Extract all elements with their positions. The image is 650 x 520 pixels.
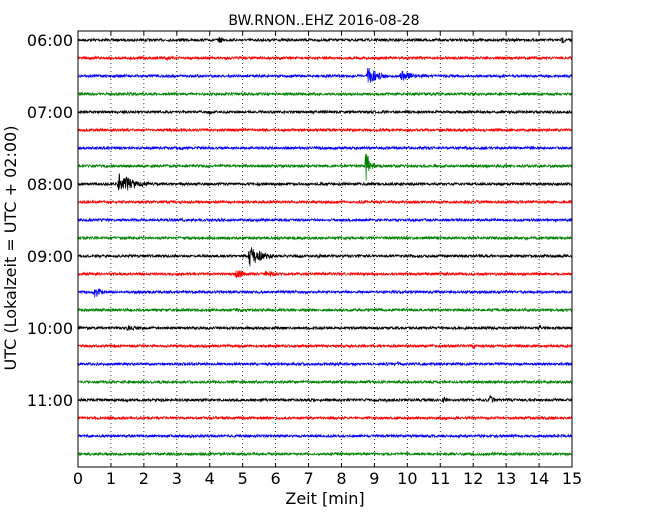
x-tick-label: 4 — [205, 469, 215, 488]
y-axis-label: UTC (Lokalzeit = UTC + 02:00) — [1, 126, 20, 371]
trace-line — [77, 324, 573, 332]
trace-line — [77, 67, 573, 83]
y-tick-label: 08:00 — [27, 175, 73, 194]
y-axis-ticks: 06:00 07:00 08:00 09:00 10:00 11:00 — [27, 31, 82, 410]
chart-title: BW.RNON..EHZ 2016-08-28 — [228, 13, 419, 29]
x-tick-label: 10 — [397, 469, 417, 488]
trace-line — [77, 91, 573, 97]
trace-line — [77, 415, 573, 421]
x-tick-label: 11 — [430, 469, 450, 488]
y-tick-label: 09:00 — [27, 247, 73, 266]
trace-line — [77, 127, 573, 133]
grid-lines — [110, 31, 540, 467]
trace-line — [77, 217, 573, 223]
x-tick-label: 15 — [562, 469, 582, 488]
trace-line — [77, 307, 573, 313]
x-axis-label: Zeit [min] — [285, 489, 364, 508]
y-tick-label: 07:00 — [27, 103, 73, 122]
x-axis-ticks: 0 1 2 3 4 5 6 7 8 9 10 11 12 13 14 15 — [73, 31, 582, 488]
trace-line — [77, 343, 573, 349]
x-tick-label: 3 — [172, 469, 182, 488]
x-tick-label: 8 — [336, 469, 346, 488]
trace-line — [77, 379, 573, 385]
trace-line — [77, 153, 573, 181]
y-tick-label: 06:00 — [27, 31, 73, 50]
trace-line — [77, 145, 573, 151]
x-tick-label: 14 — [529, 469, 549, 488]
trace-line — [77, 36, 573, 44]
trace-line — [77, 55, 573, 62]
trace-line — [77, 109, 573, 115]
y-tick-label: 11:00 — [27, 391, 73, 410]
x-tick-label: 0 — [73, 469, 83, 488]
x-tick-label: 2 — [139, 469, 149, 488]
x-tick-label: 6 — [271, 469, 281, 488]
x-tick-label: 7 — [303, 469, 313, 488]
trace-line — [77, 235, 573, 241]
plot-frame — [77, 30, 573, 468]
x-tick-label: 12 — [463, 469, 483, 488]
trace-line — [77, 288, 573, 298]
trace-line — [77, 199, 573, 205]
y-tick-label: 10:00 — [27, 319, 73, 338]
trace-line — [77, 451, 573, 457]
x-tick-label: 9 — [369, 469, 379, 488]
trace-line — [77, 361, 573, 367]
trace-line — [77, 269, 573, 279]
x-tick-label: 5 — [238, 469, 248, 488]
trace-line — [77, 395, 573, 404]
trace-line — [77, 433, 573, 439]
trace-line — [77, 247, 573, 267]
seismic-traces — [77, 36, 573, 457]
x-tick-label: 13 — [496, 469, 516, 488]
trace-line — [77, 173, 573, 191]
x-tick-label: 1 — [106, 469, 116, 488]
